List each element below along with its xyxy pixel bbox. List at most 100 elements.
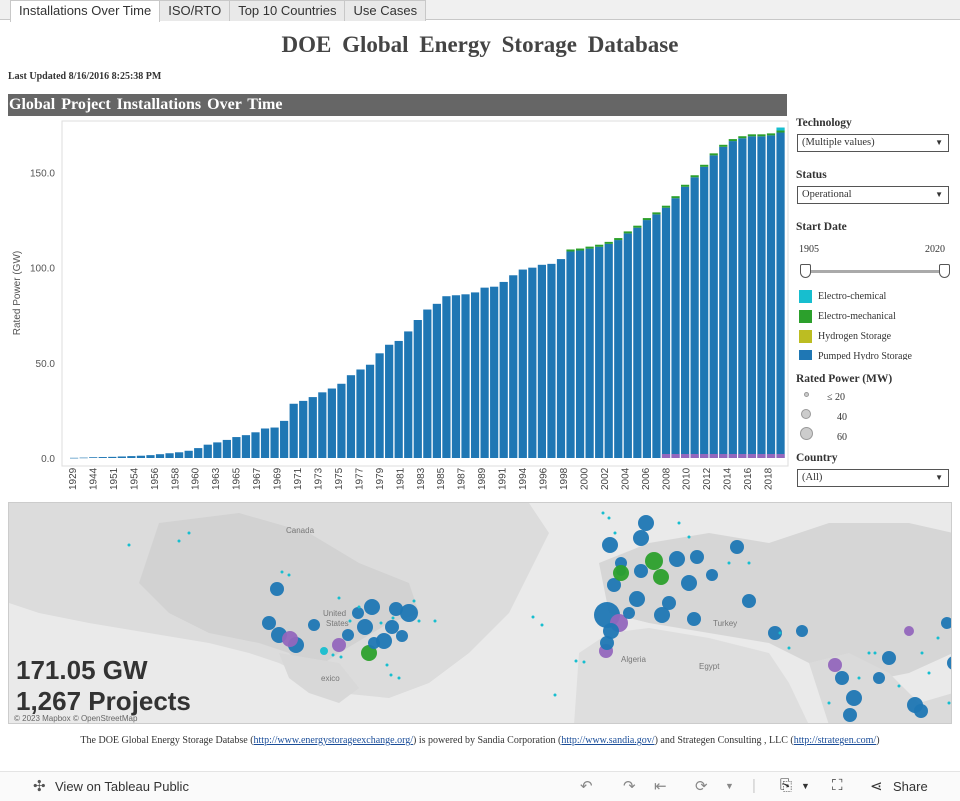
map-project-dot[interactable] <box>376 633 392 649</box>
bar-pumped-hydro[interactable] <box>709 155 718 458</box>
bar-electro-mechanical[interactable] <box>776 130 785 133</box>
map-project-dot[interactable] <box>342 629 354 641</box>
bar-electro-mechanical[interactable] <box>595 244 604 247</box>
bar-pumped-hydro[interactable] <box>270 427 279 458</box>
undo-icon[interactable]: ↶ <box>580 778 593 795</box>
map-project-dot-small[interactable] <box>389 673 393 677</box>
map-project-dot-small[interactable] <box>827 701 831 705</box>
map-project-dot-small[interactable] <box>936 636 940 640</box>
map-project-dot-small[interactable] <box>385 663 389 667</box>
map-project-dot[interactable] <box>904 626 914 636</box>
bar-other-storage[interactable] <box>661 454 671 458</box>
tab-top-10-countries[interactable]: Top 10 Countries <box>229 0 346 21</box>
map-project-dot-small[interactable] <box>287 573 291 577</box>
bar-electro-mechanical[interactable] <box>709 153 718 156</box>
bar-other-storage[interactable] <box>709 454 718 458</box>
bar-other-storage[interactable] <box>690 454 699 458</box>
map-project-dot[interactable] <box>941 617 952 629</box>
bar-pumped-hydro[interactable] <box>757 136 766 459</box>
bar-pumped-hydro[interactable] <box>556 259 566 458</box>
bar-pumped-hydro[interactable] <box>70 457 79 459</box>
bar-pumped-hydro[interactable] <box>327 388 336 458</box>
map-project-dot[interactable] <box>653 569 669 585</box>
map-project-dot[interactable] <box>706 569 718 581</box>
bar-electro-mechanical[interactable] <box>585 246 594 249</box>
redo-icon[interactable]: ↷ <box>623 778 636 795</box>
bar-electro-mechanical[interactable] <box>604 241 613 244</box>
map-project-dot-small[interactable] <box>337 596 341 600</box>
bar-electro-mechanical[interactable] <box>747 134 757 137</box>
bar-pumped-hydro[interactable] <box>451 295 461 458</box>
bar-pumped-hydro[interactable] <box>747 136 757 459</box>
bar-pumped-hydro[interactable] <box>738 138 747 458</box>
map-project-dot-small[interactable] <box>867 651 871 655</box>
bar-pumped-hydro[interactable] <box>79 457 88 459</box>
map-project-dot[interactable] <box>623 607 635 619</box>
map-project-dot[interactable] <box>262 616 276 630</box>
bar-pumped-hydro[interactable] <box>442 296 451 458</box>
bar-pumped-hydro[interactable] <box>385 344 394 458</box>
map-project-dot-small[interactable] <box>778 631 782 635</box>
bar-pumped-hydro[interactable] <box>117 456 126 458</box>
bar-electro-mechanical[interactable] <box>728 139 737 142</box>
map-project-dot[interactable] <box>873 672 885 684</box>
revert-icon[interactable]: ⇤ <box>654 778 667 795</box>
map-project-dot[interactable] <box>308 619 320 631</box>
map-project-dot[interactable] <box>389 602 403 616</box>
share-button[interactable]: Share <box>893 779 928 794</box>
map-project-dot[interactable] <box>638 515 654 531</box>
strategen-link[interactable]: http://strategen.com/ <box>793 735 877 746</box>
map-project-dot-small[interactable] <box>357 605 361 609</box>
map-project-dot[interactable] <box>669 551 685 567</box>
status-dropdown[interactable]: Operational ▼ <box>797 186 949 204</box>
bar-pumped-hydro[interactable] <box>413 320 422 458</box>
fullscreen-icon[interactable]: ⛶ <box>832 777 843 794</box>
map-project-dot-small[interactable] <box>677 521 681 525</box>
bar-electro-mechanical[interactable] <box>661 205 671 208</box>
map-project-dot[interactable] <box>654 607 670 623</box>
map-project-dot[interactable] <box>634 564 648 578</box>
bar-electro-mechanical[interactable] <box>719 144 728 147</box>
bar-pumped-hydro[interactable] <box>346 375 356 458</box>
bar-pumped-hydro[interactable] <box>260 428 270 458</box>
bar-electro-mechanical[interactable] <box>575 248 585 251</box>
refresh-icon[interactable]: ⟳ <box>695 778 708 795</box>
bar-electro-mechanical[interactable] <box>766 133 776 136</box>
bar-pumped-hydro[interactable] <box>98 457 107 458</box>
map-project-dot[interactable] <box>882 651 896 665</box>
map-project-dot-small[interactable] <box>412 599 416 603</box>
bar-other-storage[interactable] <box>680 454 690 458</box>
bar-pumped-hydro[interactable] <box>194 448 203 458</box>
map-project-dot-small[interactable] <box>127 543 131 547</box>
map-project-dot-small[interactable] <box>613 531 617 535</box>
start-date-slider-max-handle[interactable] <box>939 264 950 278</box>
map-project-dot-small[interactable] <box>873 651 877 655</box>
bar-other-storage[interactable] <box>747 454 757 458</box>
bar-pumped-hydro[interactable] <box>566 251 575 458</box>
bar-pumped-hydro[interactable] <box>203 444 212 458</box>
bar-other-storage[interactable] <box>719 454 728 458</box>
bar-pumped-hydro[interactable] <box>404 331 413 458</box>
bar-electro-mechanical[interactable] <box>757 134 766 137</box>
bar-other-storage[interactable] <box>671 454 680 458</box>
bar-pumped-hydro[interactable] <box>213 442 222 458</box>
map-project-dot[interactable] <box>357 619 373 635</box>
map-project-dot[interactable] <box>681 575 697 591</box>
bar-pumped-hydro[interactable] <box>337 383 346 458</box>
map-project-dot[interactable] <box>602 537 618 553</box>
bar-pumped-hydro[interactable] <box>623 233 632 458</box>
map-project-dot[interactable] <box>396 630 408 642</box>
bar-electro-mechanical[interactable] <box>633 225 642 228</box>
map-project-dot-small[interactable] <box>331 653 335 657</box>
bar-pumped-hydro[interactable] <box>633 227 642 458</box>
bar-pumped-hydro[interactable] <box>671 198 680 458</box>
bar-pumped-hydro[interactable] <box>127 456 136 458</box>
installations-bar-chart[interactable]: 0.0 50.0 100.0 150.0 1929 1944 1951 1954 1956 19… <box>0 118 790 498</box>
chevron-down-icon[interactable]: ▼ <box>725 781 734 791</box>
map-project-dot[interactable] <box>603 623 619 639</box>
map-project-dot[interactable] <box>320 647 328 655</box>
start-date-slider-min-handle[interactable] <box>800 264 811 278</box>
map-project-dot-small[interactable] <box>787 646 791 650</box>
bar-other-storage[interactable] <box>738 454 747 458</box>
view-on-tableau-public-link[interactable]: View on Tableau Public <box>55 779 189 794</box>
